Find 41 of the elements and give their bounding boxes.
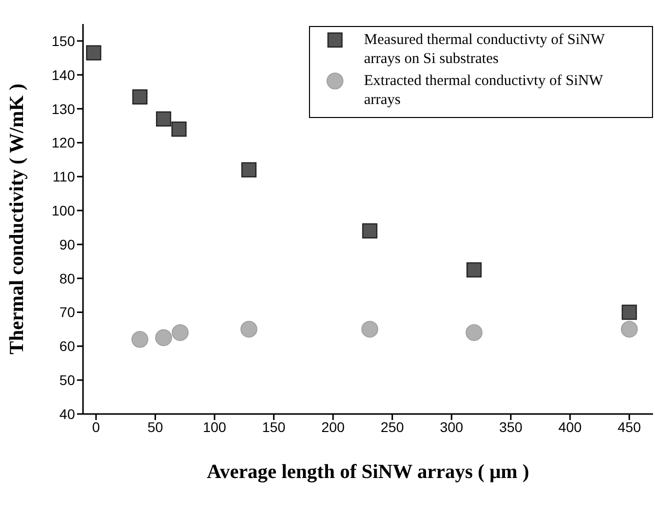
y-tick-label: 60 (59, 338, 76, 354)
x-tick-label: 250 (380, 418, 404, 435)
x-tick-label: 200 (321, 418, 345, 435)
x-tick-label: 350 (499, 418, 523, 435)
point (466, 262, 482, 278)
y-tick-label: 140 (52, 66, 76, 83)
point (241, 162, 257, 178)
point (361, 320, 378, 338)
point (622, 304, 637, 320)
x-axis-title: Average length of SiNW arrays ( μm ) (206, 461, 530, 483)
point (620, 320, 638, 338)
x-tick-label: 400 (558, 418, 582, 435)
point (172, 324, 189, 342)
x-tick-label: 0 (92, 418, 100, 435)
point (86, 45, 102, 60)
x-tick-label: 100 (202, 418, 226, 435)
y-tick-label: 150 (52, 32, 76, 49)
y-tick-label: 90 (59, 236, 76, 252)
point (466, 324, 482, 342)
y-tick-label: 100 (52, 202, 76, 218)
point (171, 122, 187, 137)
x-tick-label: 150 (262, 418, 286, 435)
y-tick-label: 50 (59, 372, 76, 388)
point (131, 330, 148, 348)
point (240, 320, 258, 338)
x-tick-label: 300 (440, 418, 464, 435)
y-tick-label: 130 (52, 100, 76, 117)
y-tick-label: 70 (59, 304, 76, 320)
legend-label: Measured thermal conductivty of SiNW arrays on Si substrates (364, 31, 606, 69)
y-tick-label: 110 (52, 168, 76, 185)
point (132, 89, 148, 105)
legend-label: Extracted thermal conductivty of SiNW arrays (364, 72, 604, 110)
y-tick-label: 40 (59, 406, 76, 422)
point (156, 111, 172, 127)
x-tick-label: 450 (618, 418, 642, 435)
point (155, 329, 172, 346)
x-tick-label: 50 (148, 418, 164, 435)
point (362, 223, 378, 238)
y-tick-label: 120 (52, 134, 76, 151)
y-tick-label: 80 (59, 270, 76, 286)
y-axis-title: Thermal conductivity ( W/mK ) (6, 84, 28, 354)
